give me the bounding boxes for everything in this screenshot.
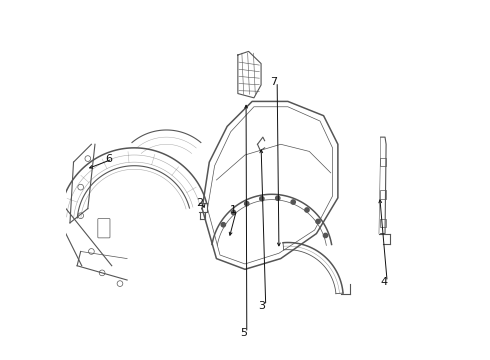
Circle shape	[323, 233, 328, 238]
Bar	[380, 219, 386, 227]
Text: 5: 5	[240, 328, 246, 338]
Circle shape	[231, 210, 236, 215]
Circle shape	[291, 200, 295, 204]
Bar	[380, 158, 386, 166]
Circle shape	[245, 202, 249, 206]
Text: 7: 7	[270, 77, 277, 87]
Text: 2: 2	[196, 198, 203, 208]
Circle shape	[260, 197, 264, 201]
Circle shape	[305, 208, 309, 212]
Text: 6: 6	[105, 154, 112, 164]
Circle shape	[221, 222, 225, 227]
Text: 1: 1	[229, 205, 236, 215]
Circle shape	[316, 219, 320, 224]
Circle shape	[275, 196, 280, 200]
Text: 3: 3	[259, 301, 266, 311]
Text: 4: 4	[380, 277, 387, 287]
Bar	[380, 190, 386, 199]
